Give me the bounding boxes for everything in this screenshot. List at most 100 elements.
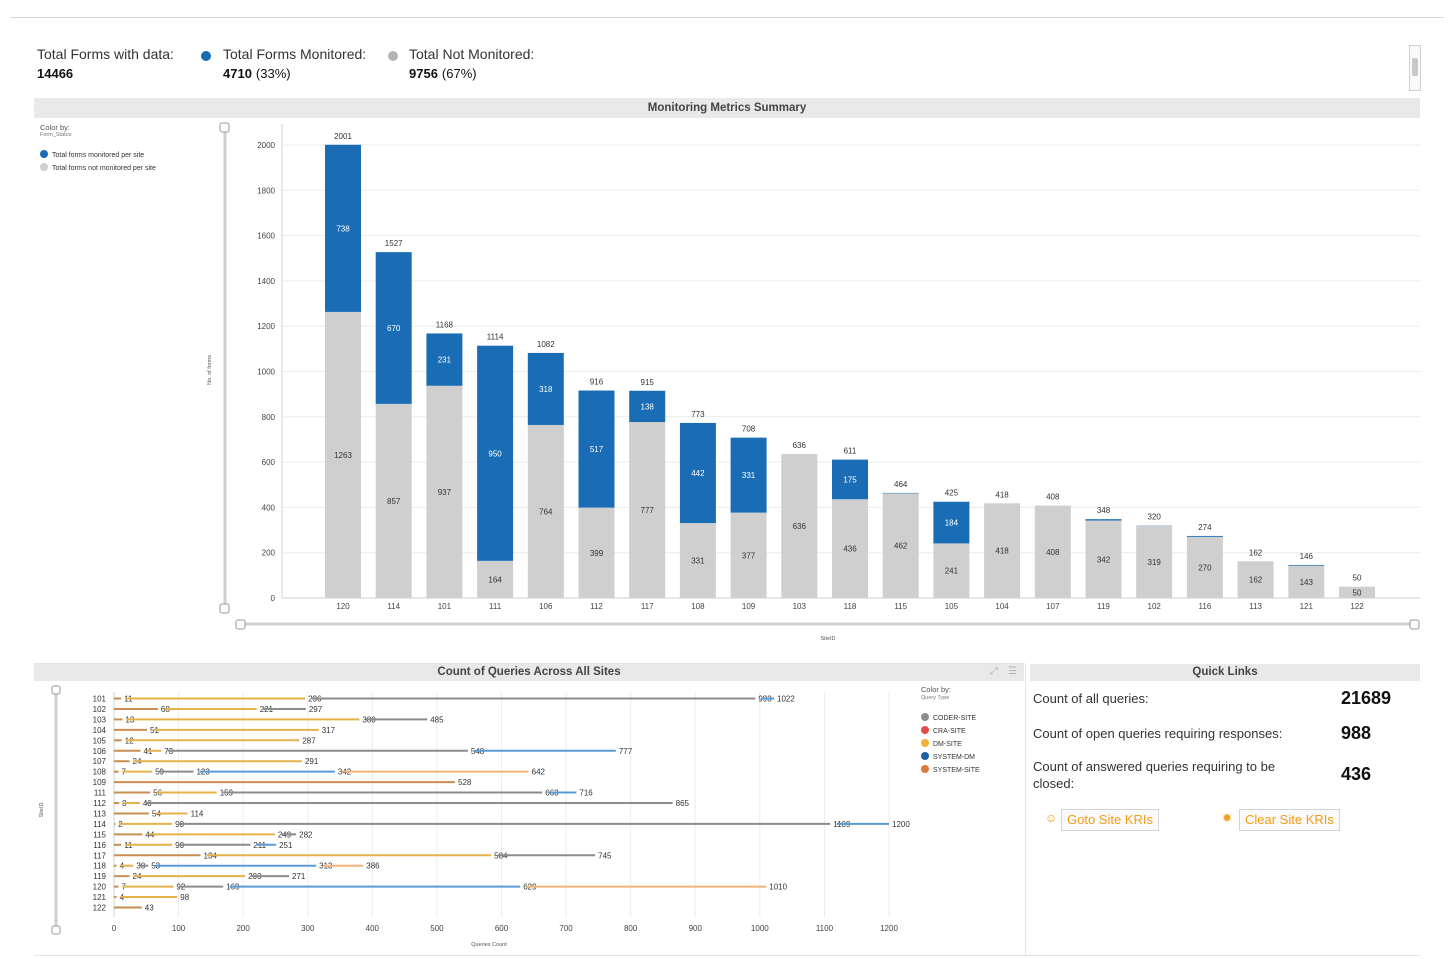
expand-icon[interactable]: ⤢: [990, 666, 998, 677]
bar-not-monitored-label: 50: [1353, 588, 1362, 597]
x-tick-label: 112: [590, 602, 603, 611]
x-tick-label: 101: [438, 602, 452, 611]
bar-not-monitored-105: [933, 543, 970, 598]
legend-item-cra-site[interactable]: CRA-SITE: [921, 726, 966, 735]
y-tick-label: 0: [271, 594, 276, 603]
legend-monitored-label: Total forms monitored per site: [52, 152, 145, 159]
query-value-label: 642: [532, 768, 546, 777]
query-value-label: 528: [458, 778, 472, 787]
bar-not-monitored-label: 462: [894, 542, 908, 551]
bar-not-monitored-label: 777: [641, 506, 655, 515]
x-tick-label: 118: [844, 602, 857, 611]
bar-not-monitored-label: 436: [843, 545, 857, 554]
clear-site-kris-button[interactable]: Clear Site KRIs: [1239, 809, 1340, 831]
bar-not-monitored-label: 1263: [334, 451, 352, 460]
menu-list-icon[interactable]: ☰: [1008, 666, 1017, 677]
bar-monitored-label: 138: [641, 402, 655, 411]
total-forms-label: Total Forms with data:: [37, 46, 174, 62]
y-tick-label: 112: [93, 799, 106, 808]
x-tick-label: 400: [366, 924, 380, 933]
x-tick-label: 106: [539, 602, 553, 611]
bar-total-label: 464: [894, 480, 908, 489]
y-tick-label: 1000: [257, 368, 275, 377]
bar-total-label: 1527: [385, 239, 403, 248]
bar-monitored-120: [325, 144, 361, 312]
bar-not-monitored-111: [477, 560, 514, 598]
smile-icon: ☺: [1045, 811, 1058, 825]
query-value-label: 777: [619, 747, 633, 756]
query-value-label: 745: [598, 851, 612, 860]
bar-monitored-label: 331: [742, 471, 756, 480]
x-tick-label: 114: [387, 602, 400, 611]
bar-monitored-101: [426, 333, 463, 386]
summary-scrollbar[interactable]: [1409, 45, 1421, 91]
y-tick-label: 118: [93, 862, 106, 871]
y-tick-label: 122: [93, 904, 107, 913]
bar-not-monitored-label: 241: [945, 567, 959, 576]
bar-monitored-121: [1288, 564, 1325, 566]
bar-total-label: 1168: [436, 320, 454, 329]
bar-not-monitored-113: [1237, 561, 1274, 598]
bar-monitored-label: 517: [590, 445, 604, 454]
summary-scrollbar-thumb[interactable]: [1412, 58, 1418, 76]
legend-item-monitored[interactable]: Total forms monitored per site: [40, 150, 144, 159]
total-forms-value: 14466: [37, 66, 74, 81]
bar-not-monitored-104: [984, 503, 1021, 598]
bar-not-monitored-112: [578, 507, 615, 598]
monitoring-bar-chart: 0 200 400 600 800 1000 1200 1400 1600 1800 2000 No.…: [207, 122, 1420, 642]
y-slider-handle-bottom: [51, 925, 61, 935]
bar-total-label: 348: [1097, 506, 1111, 515]
legend-not-monitored-swatch-icon: [40, 163, 48, 171]
goto-site-kris-button[interactable]: Goto Site KRIs: [1061, 809, 1159, 831]
x-tick-label: 1100: [816, 924, 834, 933]
y-axis-title: SiteID: [39, 802, 45, 817]
x-tick-label: 111: [489, 602, 502, 611]
x-tick-label: 107: [1046, 602, 1060, 611]
bar-total-label: 773: [691, 410, 705, 419]
legend-item-system-dm[interactable]: SYSTEM-DM: [921, 752, 975, 761]
bar-total-label: 146: [1300, 552, 1314, 561]
y-tick-label: 1800: [257, 186, 275, 195]
bar-monitored-label: 442: [691, 469, 705, 478]
x-tick-label: 1200: [880, 924, 898, 933]
bar-total-label: 2001: [334, 132, 352, 141]
bar-monitored-label: 231: [438, 356, 452, 365]
bar-monitored-105: [933, 501, 970, 544]
monitored-value: 4710: [223, 66, 252, 81]
bar-monitored-label: 318: [539, 385, 553, 394]
bar-total-label: 425: [945, 489, 959, 498]
bar-total-label: 320: [1148, 513, 1162, 522]
all-queries-value: 21689: [1341, 688, 1392, 708]
system-dm-swatch-icon: [921, 752, 929, 760]
legend-system-dm-label: SYSTEM-DM: [933, 754, 975, 761]
bar-not-monitored-101: [426, 385, 463, 598]
not-monitored-stat: Total Not Monitored: 9756 (67%): [409, 46, 534, 81]
legend-item-system-site[interactable]: SYSTEM-SITE: [921, 765, 980, 774]
query-value-label: 317: [322, 726, 336, 735]
answered-queries-value: 436: [1341, 764, 1372, 784]
bar-not-monitored-116: [1186, 536, 1223, 598]
y-tick-label: 119: [93, 872, 106, 881]
bar-total-label: 162: [1249, 548, 1263, 557]
bar-monitored-116: [1186, 535, 1223, 537]
x-tick-label: 103: [793, 602, 807, 611]
bar-total-label: 1082: [537, 340, 555, 349]
y-tick-label: 1600: [257, 232, 275, 241]
query-value-label: 1200: [892, 820, 910, 829]
legend-item-not-monitored[interactable]: Total forms not monitored per site: [40, 163, 156, 172]
x-tick-label: 500: [430, 924, 444, 933]
x-tick-label: 200: [236, 924, 250, 933]
bar-monitored-label: 175: [843, 475, 857, 484]
y-tick-label: 2000: [257, 141, 275, 150]
y-tick-label: 106: [93, 747, 107, 756]
x-slider-handle-right: [1409, 619, 1420, 630]
gear-icon: ✹: [1222, 811, 1233, 825]
bar-not-monitored-label: 857: [387, 497, 401, 506]
query-value-label: 297: [309, 705, 323, 714]
x-tick-label: 119: [1097, 602, 1110, 611]
y-tick-label: 400: [262, 503, 276, 512]
legend-item-coder-site[interactable]: CODER-SITE: [921, 713, 976, 722]
legend-item-dm-site[interactable]: DM-SITE: [921, 739, 962, 748]
bar-not-monitored-label: 319: [1148, 558, 1162, 567]
x-tick-label: 300: [301, 924, 315, 933]
